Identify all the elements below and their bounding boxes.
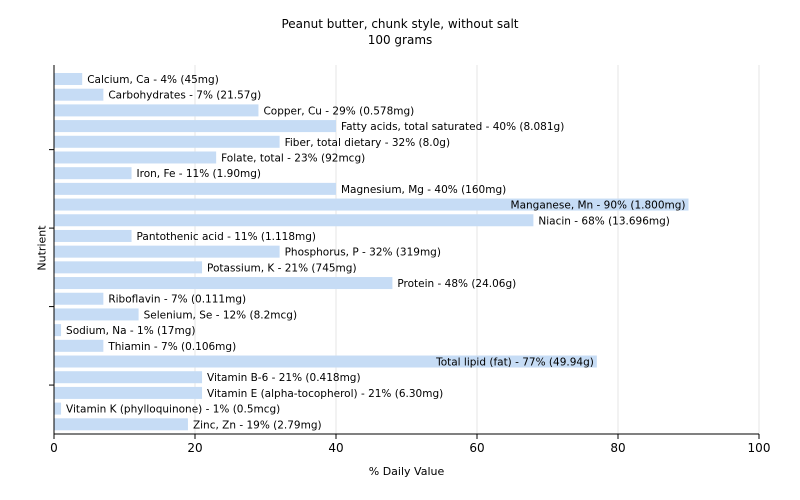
bar-label: Vitamin E (alpha-tocopherol) - 21% (6.30… (207, 388, 443, 400)
x-tick-label: 100 (748, 441, 771, 455)
bar (54, 308, 139, 321)
bar (54, 167, 132, 180)
bar-label: Protein - 48% (24.06g) (397, 278, 516, 290)
bar (54, 339, 104, 352)
bar (54, 214, 534, 227)
bar (54, 355, 597, 368)
bar (54, 292, 104, 305)
bar-label: Iron, Fe - 11% (1.90mg) (137, 168, 261, 180)
bar-label: Selenium, Se - 12% (8.2mcg) (144, 309, 297, 321)
bar (54, 371, 203, 384)
bars (54, 73, 689, 431)
bar-label: Carbohydrates - 7% (21.57g) (108, 90, 261, 102)
bar (54, 229, 132, 242)
bar (54, 386, 203, 399)
bar (54, 135, 280, 148)
bar-label: Potassium, K - 21% (745mg) (207, 262, 357, 274)
bar (54, 198, 689, 211)
bar-label: Manganese, Mn - 90% (1.800mg) (511, 200, 686, 212)
bar-label: Phosphorus, P - 32% (319mg) (285, 247, 441, 259)
bar-labels: Calcium, Ca - 4% (45mg) Carbohydrates - 7… (66, 74, 685, 431)
bar-label: Vitamin K (phylloquinone) - 1% (0.5mcg) (66, 404, 280, 416)
y-axis-label: Nutrient (35, 225, 49, 271)
bar-label: Fatty acids, total saturated - 40% (8.08… (341, 121, 564, 133)
bar-label: Fiber, total dietary - 32% (8.0g) (285, 137, 450, 149)
bar-label: Pantothenic acid - 11% (1.118mg) (137, 231, 316, 243)
bar (54, 324, 62, 337)
bar-label: Calcium, Ca - 4% (45mg) (87, 74, 219, 86)
axes: 0 20 40 60 80 100 (49, 65, 770, 455)
chart-subtitle: 100 grams (367, 33, 433, 47)
bar-label: Total lipid (fat) - 77% (49.94g) (435, 357, 594, 369)
bar (54, 418, 188, 431)
bar (54, 104, 259, 117)
bar (54, 277, 393, 290)
bar (54, 261, 203, 274)
bar-label: Thiamin - 7% (0.106mg) (107, 341, 236, 353)
bar-label: Copper, Cu - 29% (0.578mg) (263, 105, 414, 117)
x-tick-label: 40 (328, 441, 343, 455)
bar (54, 245, 280, 258)
bar-label: Vitamin B-6 - 21% (0.418mg) (207, 372, 361, 384)
bar (54, 88, 104, 101)
x-tick-label: 20 (187, 441, 202, 455)
bar-label: Magnesium, Mg - 40% (160mg) (341, 184, 506, 196)
bar (54, 73, 83, 85)
bar-label: Zinc, Zn - 19% (2.79mg) (193, 419, 322, 431)
bar (54, 151, 217, 164)
x-tick-label: 0 (50, 441, 58, 455)
x-axis-label: % Daily Value (368, 465, 445, 478)
bar (54, 402, 62, 415)
chart-title: Peanut butter, chunk style, without salt (281, 17, 519, 31)
bar (54, 182, 336, 195)
x-tick-label: 60 (469, 441, 484, 455)
bar-label: Folate, total - 23% (92mcg) (221, 152, 365, 164)
bar-label: Riboflavin - 7% (0.111mg) (108, 294, 246, 306)
bar (54, 120, 336, 133)
x-tick-label: 80 (610, 441, 625, 455)
bar-label: Niacin - 68% (13.696mg) (538, 215, 670, 227)
bar-label: Sodium, Na - 1% (17mg) (66, 325, 195, 337)
